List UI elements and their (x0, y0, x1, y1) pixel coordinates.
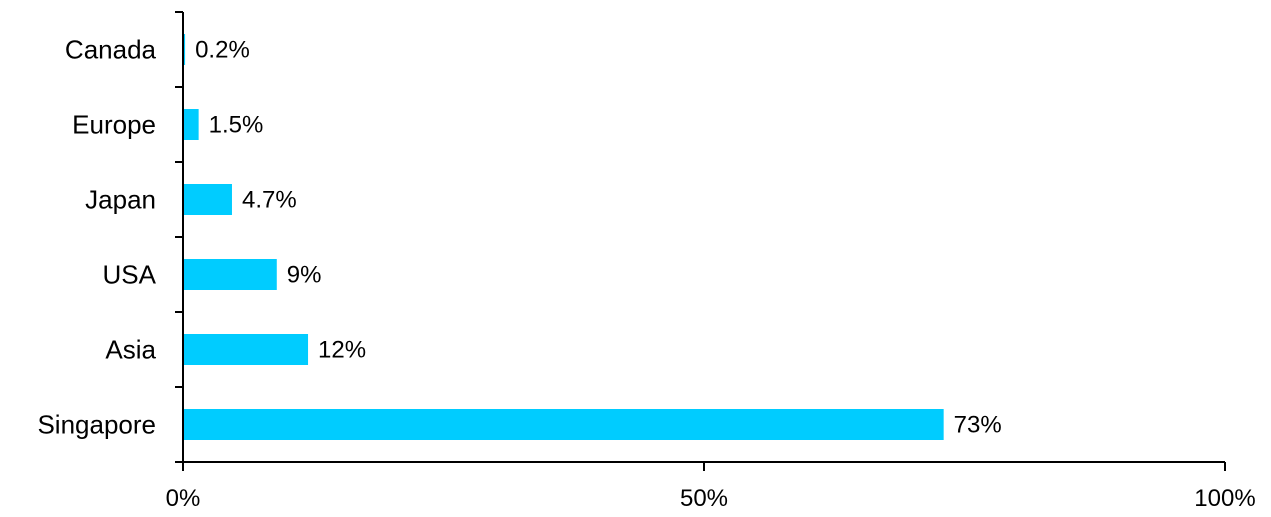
bar-asia (183, 334, 309, 365)
x-tick-label: 0% (166, 485, 201, 512)
bars-group (183, 34, 944, 440)
bar-europe (183, 109, 199, 140)
category-label-usa: USA (103, 260, 157, 290)
value-label-usa: 9% (287, 262, 322, 289)
category-label-japan: Japan (85, 185, 156, 215)
category-label-singapore: Singapore (37, 410, 156, 440)
category-label-asia: Asia (105, 335, 156, 365)
bar-singapore (183, 409, 944, 440)
axes-group (175, 11, 1226, 471)
labels-group: Canada 0.2% Europe 1.5% Japan 4.7% USA 9% Asia 12… (37, 35, 1255, 513)
category-label-canada: Canada (65, 35, 157, 65)
value-label-canada: 0.2% (195, 37, 250, 64)
value-label-asia: 12% (318, 337, 366, 364)
bar-canada (183, 34, 186, 65)
value-label-japan: 4.7% (242, 187, 297, 214)
bar-usa (183, 259, 277, 290)
category-label-europe: Europe (72, 110, 156, 140)
value-label-europe: 1.5% (209, 112, 264, 139)
x-tick-label: 100% (1194, 485, 1255, 512)
value-label-singapore: 73% (954, 412, 1002, 439)
bar-japan (183, 184, 232, 215)
x-tick-label: 50% (680, 485, 728, 512)
